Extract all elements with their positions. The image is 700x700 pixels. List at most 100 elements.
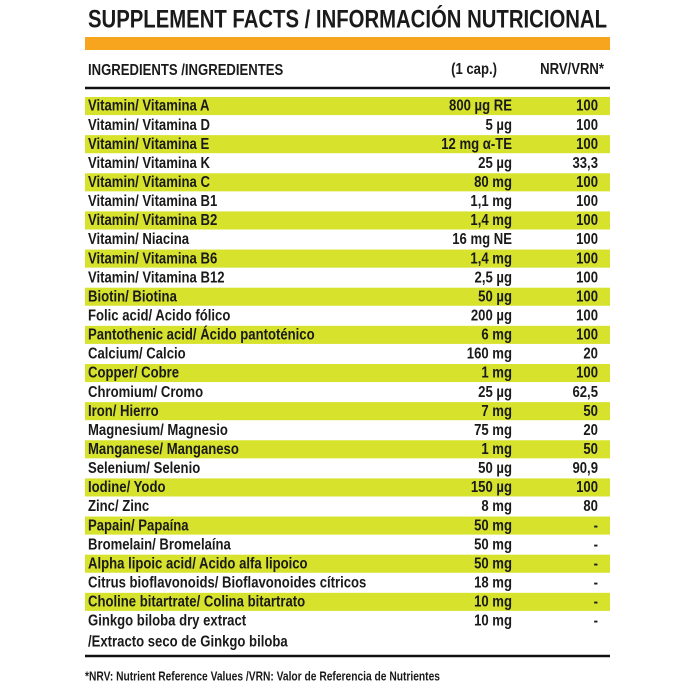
ingredient: Chromium/ Cromo — [88, 384, 203, 401]
nrv: - — [594, 593, 598, 610]
ingredient: Zinc/ Zinc — [88, 498, 149, 515]
nrv: 100 — [576, 212, 598, 229]
amount: 12 mg α-TE — [441, 136, 512, 153]
row-highlight — [85, 249, 610, 268]
ingredient: Vitamin/ Vitamina B12 — [88, 269, 225, 286]
row-highlight — [85, 325, 610, 344]
row-highlight — [85, 592, 610, 611]
ingredient: Vitamin/ Vitamina D — [88, 117, 210, 134]
amount: 10 mg — [474, 593, 512, 610]
ingredient: Magnesium/ Magnesio — [88, 422, 228, 439]
amount: 50 mg — [474, 517, 512, 534]
ingredient: Selenium/ Selenio — [88, 460, 200, 477]
ingredient: Choline bitartrate/ Colina bitartrato — [88, 593, 305, 610]
amount: 1 mg — [481, 441, 512, 458]
amount: 1,4 mg — [470, 212, 512, 229]
nrv: 33,3 — [572, 155, 598, 172]
nrv: 100 — [576, 326, 598, 343]
row-highlight — [85, 478, 610, 497]
amount: 50 µg — [478, 460, 512, 477]
nrv: 100 — [576, 136, 598, 153]
amount: 1,1 mg — [470, 193, 512, 210]
ingredient: Pantothenic acid/ Ácido pantoténico — [88, 325, 315, 344]
amount: 25 µg — [478, 155, 512, 172]
ingredient: Vitamin/ Vitamina A — [88, 98, 210, 115]
amount: 10 mg — [474, 613, 512, 630]
row-highlight — [85, 173, 610, 192]
nrv: 50 — [583, 441, 598, 458]
amount: 50 mg — [474, 555, 512, 572]
ingredient: Alpha lipoic acid/ Acido alfa lipoico — [88, 555, 308, 572]
ingredient: Iron/ Hierro — [88, 403, 159, 420]
ingredient: Vitamin/ Vitamina B6 — [88, 250, 217, 267]
column-header: NRV/VRN* — [540, 61, 604, 78]
ingredient: Vitamin/ Vitamina C — [88, 174, 210, 191]
ingredient: Calcium/ Calcio — [88, 346, 186, 363]
nrv: 90,9 — [572, 460, 598, 477]
ingredient: Vitamin/ Vitamina E — [88, 136, 209, 153]
amount: 50 µg — [478, 288, 512, 305]
ingredient: Vitamin/ Vitamina K — [88, 155, 210, 172]
nrv: - — [594, 517, 598, 534]
amount: 18 mg — [474, 574, 512, 591]
row-highlight — [85, 402, 610, 421]
amount: 25 µg — [478, 384, 512, 401]
amount: 800 µg RE — [449, 98, 512, 115]
column-header: INGREDIENTS /INGREDIENTES — [88, 62, 284, 79]
amount: 1 mg — [481, 365, 512, 382]
column-header: (1 cap.) — [451, 61, 497, 78]
nrv: 100 — [576, 307, 598, 324]
amount: 16 mg NE — [452, 231, 512, 248]
ingredient: Ginkgo biloba dry extract — [88, 613, 246, 630]
row-highlight — [85, 516, 610, 535]
nrv: 100 — [576, 288, 598, 305]
amount: 50 mg — [474, 536, 512, 553]
nrv: 20 — [583, 422, 598, 439]
row-highlight — [85, 287, 610, 306]
nrv: 100 — [576, 193, 598, 210]
ingredient: Bromelain/ Bromelaína — [88, 536, 232, 553]
ingredient: Iodine/ Yodo — [88, 479, 166, 496]
row-highlight — [85, 211, 610, 230]
amount: 7 mg — [481, 403, 512, 420]
nrv: 100 — [576, 479, 598, 496]
ingredient: Vitamin/ Niacina — [88, 231, 190, 248]
amount: 150 µg — [471, 479, 512, 496]
amount: 160 mg — [467, 346, 512, 363]
ingredient: /Extracto seco de Ginkgo biloba — [88, 634, 288, 651]
nrv: 100 — [576, 98, 598, 115]
nrv: 100 — [576, 174, 598, 191]
row-highlight — [85, 135, 610, 154]
ingredient: Vitamin/ Vitamina B2 — [88, 212, 217, 229]
ingredient: Citrus bioflavonoids/ Bioflavonoides cít… — [88, 574, 366, 591]
nrv: - — [594, 555, 598, 572]
accent-bar — [85, 37, 610, 50]
row-highlight — [85, 363, 610, 383]
title: SUPPLEMENT FACTS / INFORMACIÓN NUTRICION… — [88, 4, 607, 34]
amount: 1,4 mg — [470, 250, 512, 267]
row-highlight — [85, 440, 610, 459]
nrv: - — [594, 613, 598, 630]
ingredient: Biotin/ Biotina — [88, 288, 178, 305]
amount: 6 mg — [481, 326, 512, 343]
footnote: *NRV: Nutrient Reference Values /VRN: Va… — [85, 670, 440, 683]
nrv: - — [594, 574, 598, 591]
amount: 8 mg — [481, 498, 512, 515]
amount: 75 mg — [474, 422, 512, 439]
nrv: 100 — [576, 365, 598, 382]
ingredient: Vitamin/ Vitamina B1 — [88, 193, 217, 210]
amount: 80 mg — [474, 174, 512, 191]
row-highlight — [85, 97, 610, 116]
amount: 2,5 µg — [475, 269, 512, 286]
nrv: 100 — [576, 269, 598, 286]
nrv: 100 — [576, 231, 598, 248]
nrv: 100 — [576, 117, 598, 134]
nrv: 50 — [583, 403, 598, 420]
ingredient: Papain/ Papaína — [88, 517, 189, 534]
ingredient: Manganese/ Manganeso — [88, 441, 239, 458]
row-highlight — [85, 554, 610, 573]
nrv: 20 — [583, 346, 598, 363]
ingredient: Folic acid/ Acido fólico — [88, 307, 230, 324]
